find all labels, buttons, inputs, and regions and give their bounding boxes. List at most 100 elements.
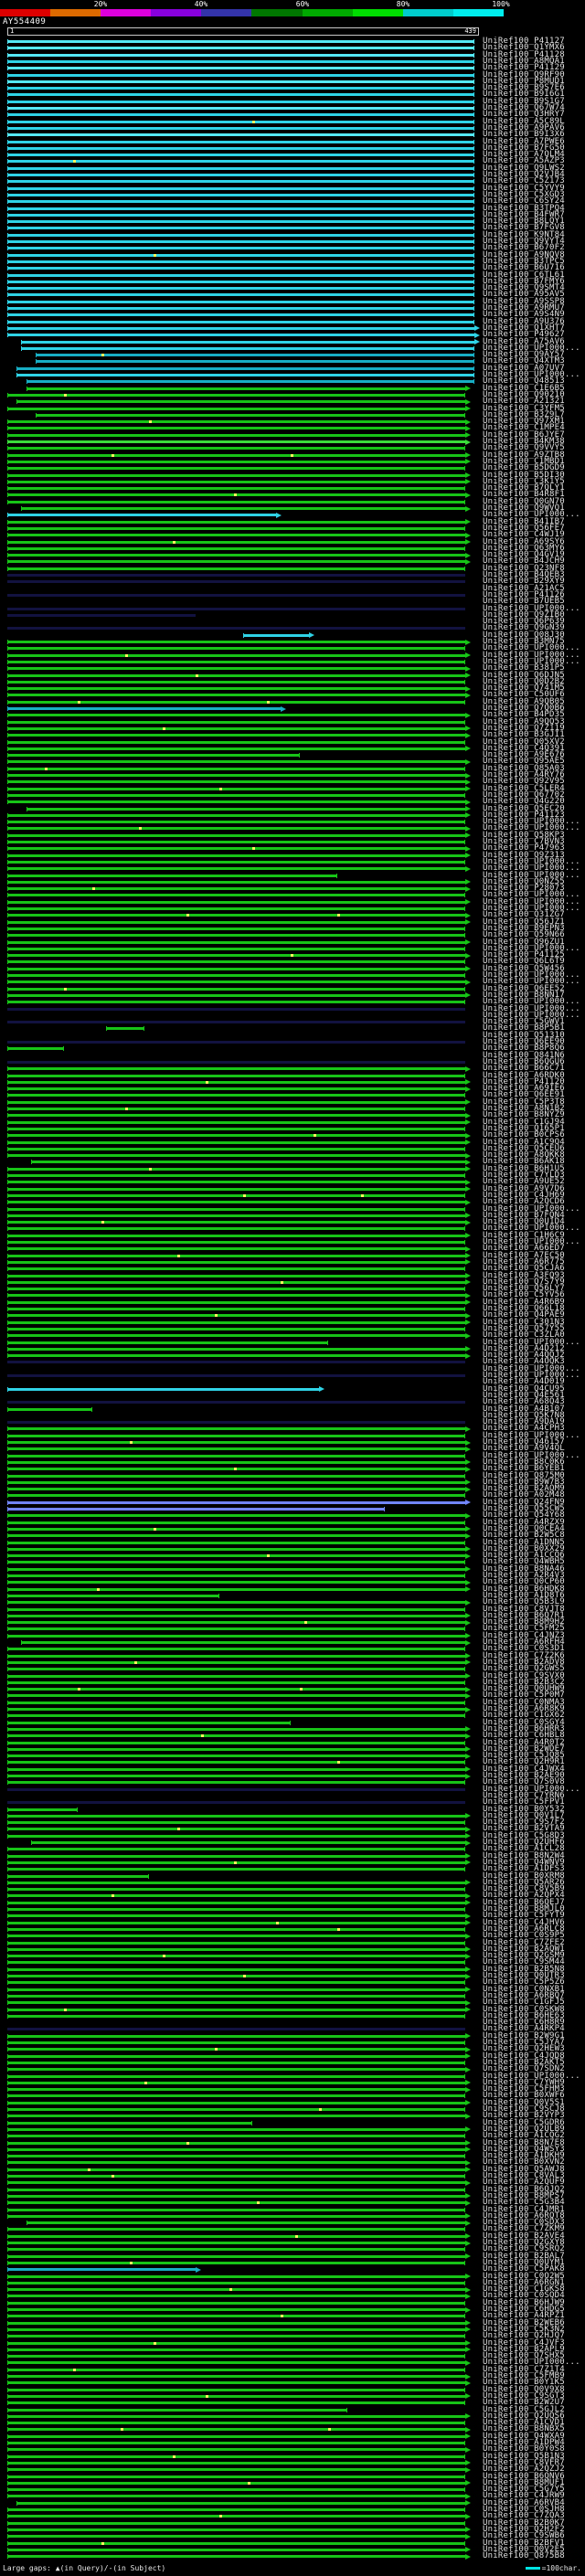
hit-label[interactable]: UniRef100_C1GFJ5: [483, 1998, 565, 2008]
hit-label[interactable]: UniRef100_UPI000...: [483, 870, 580, 880]
hit-label[interactable]: UniRef100_B6AK18: [483, 1157, 565, 1167]
hit-label[interactable]: UniRef100_C8VAL3: [483, 2171, 565, 2180]
hit-label[interactable]: UniRef100_UPI000...: [483, 1784, 580, 1794]
hit-label[interactable]: UniRef100_B4KM38: [483, 437, 565, 446]
hit-label[interactable]: UniRef100_A4OQK3: [483, 1357, 565, 1367]
hit-label[interactable]: UniRef100_A1DFS3: [483, 1864, 565, 1874]
hit-label[interactable]: UniRef100_B9S7E6: [483, 83, 565, 93]
hit-label[interactable]: UniRef100_Q2VJB4: [483, 170, 565, 179]
hit-label[interactable]: UniRef100_Q741M5: [483, 684, 565, 694]
hit-label[interactable]: UniRef100_Q0CP60: [483, 1577, 565, 1587]
hit-label[interactable]: UniRef100_C1GKS8: [483, 2284, 565, 2295]
hit-label[interactable]: UniRef100_B6YEB1: [483, 1464, 565, 1474]
hit-label[interactable]: UniRef100_A9SSP8: [483, 296, 565, 306]
hit-label[interactable]: UniRef100_Q51310: [483, 1030, 565, 1040]
hit-label[interactable]: UniRef100_A3FQ93: [483, 1270, 565, 1280]
hit-label[interactable]: UniRef100_A6RGN1: [483, 2277, 565, 2287]
hit-label[interactable]: UniRef100_C8VFR7: [483, 2457, 565, 2467]
hit-label[interactable]: UniRef100_Q56JZ1: [483, 917, 565, 927]
hit-label[interactable]: UniRef100_A2QPX4: [483, 1891, 565, 1901]
hit-label[interactable]: UniRef100_C5YVY9: [483, 183, 565, 193]
hit-label[interactable]: UniRef100_Q2HEW3: [483, 2044, 565, 2054]
hit-label[interactable]: UniRef100_C5GWV1: [483, 1017, 565, 1027]
hit-label[interactable]: UniRef100_A6RVB4: [483, 2497, 565, 2507]
hit-label[interactable]: UniRef100_B8MJL0: [483, 1904, 565, 1913]
hit-label[interactable]: UniRef100_C4JRW9: [483, 2491, 565, 2501]
hit-label[interactable]: UniRef100_UPI000...: [483, 370, 580, 379]
hit-label[interactable]: UniRef100_C1GX62: [483, 1711, 565, 1721]
hit-label[interactable]: UniRef100_Q9LWS2: [483, 163, 565, 173]
hit-label[interactable]: UniRef100_Q4XTM3: [483, 356, 565, 366]
hit-label[interactable]: UniRef100_B8NN17: [483, 990, 565, 1000]
hit-label[interactable]: UniRef100_Q56FE7: [483, 523, 565, 533]
hit-label[interactable]: UniRef100_C9SRQ2: [483, 2244, 565, 2254]
hit-label[interactable]: UniRef100_Q5W456: [483, 963, 565, 973]
hit-label[interactable]: UniRef100_C5FYT9: [483, 1911, 565, 1921]
hit-label[interactable]: UniRef100_Q55CW5: [483, 1504, 565, 1513]
hit-label[interactable]: UniRef100_C1GJ94: [483, 1117, 565, 1127]
hit-label[interactable]: UniRef100_Q59N66: [483, 930, 565, 940]
hit-label[interactable]: UniRef100_UPI000...: [483, 643, 580, 653]
hit-label[interactable]: UniRef100_B8NA46: [483, 1564, 565, 1574]
hit-label[interactable]: UniRef100_A9UE52: [483, 1177, 565, 1187]
hit-label[interactable]: UniRef100_B3TPQ4: [483, 203, 565, 213]
hit-label[interactable]: UniRef100_Q1XHT7: [483, 323, 565, 333]
hit-label[interactable]: UniRef100_B7FQN4: [483, 1210, 565, 1220]
hit-label[interactable]: UniRef100_Q57Y55: [483, 1323, 565, 1333]
hit-label[interactable]: UniRef100_C5XGD3: [483, 189, 565, 199]
hit-label[interactable]: UniRef100_C5GDR6: [483, 2117, 565, 2127]
hit-label[interactable]: UniRef100_C4JHV6: [483, 1917, 565, 1927]
hit-label[interactable]: UniRef100_C0S9P5: [483, 1931, 565, 1941]
hit-label[interactable]: UniRef100_C5FPV1: [483, 1797, 565, 1807]
hit-label[interactable]: UniRef100_Q9VYT4: [483, 237, 565, 246]
hit-label[interactable]: UniRef100_B6HRR3: [483, 1723, 565, 1733]
hit-label[interactable]: UniRef100_B0XRM8: [483, 1871, 565, 1881]
hit-label[interactable]: UniRef100_C6HDG5: [483, 2305, 565, 2314]
hit-label[interactable]: UniRef100_B2B3C2: [483, 1677, 565, 1687]
hit-label[interactable]: UniRef100_A4CPH3: [483, 1424, 565, 1434]
hit-label[interactable]: UniRef100_A9E676: [483, 750, 565, 760]
hit-label[interactable]: UniRef100_A2QZJ2: [483, 2465, 565, 2475]
hit-label[interactable]: UniRef100_A9U376: [483, 316, 565, 326]
hit-label[interactable]: UniRef100_Q58KP3: [483, 830, 565, 840]
hit-label[interactable]: UniRef100_P41126: [483, 589, 565, 599]
hit-label[interactable]: UniRef100_C5GJL2: [483, 2404, 565, 2414]
hit-label[interactable]: UniRef100_A8QKK8: [483, 1150, 565, 1161]
hit-label[interactable]: UniRef100_A7PWE6: [483, 136, 565, 146]
hit-label[interactable]: UniRef100_B8P5B1: [483, 1023, 565, 1034]
hit-label[interactable]: UniRef100_C9SM44: [483, 1957, 565, 1967]
hit-label[interactable]: UniRef100_B3Z9L7: [483, 409, 565, 419]
hit-label[interactable]: UniRef100_C5FHM3: [483, 2084, 565, 2094]
hit-label[interactable]: UniRef100_B8LQY1: [483, 217, 565, 227]
hit-label[interactable]: UniRef100_B381P5: [483, 663, 565, 673]
hit-label[interactable]: UniRef100_Q08J30: [483, 630, 565, 640]
hit-label[interactable]: UniRef100_Q0V5S1: [483, 2097, 565, 2107]
hit-label[interactable]: UniRef100_A4RY76: [483, 770, 565, 779]
hit-label[interactable]: UniRef100_B41IB7: [483, 516, 565, 526]
hit-label[interactable]: UniRef100_C7ZKM9: [483, 2224, 565, 2234]
hit-label[interactable]: UniRef100_C5G7Y5: [483, 2485, 565, 2495]
hit-label[interactable]: UniRef100_C0SKW8: [483, 2004, 565, 2014]
hit-label[interactable]: UniRef100_C0SJH8: [483, 2505, 565, 2514]
hit-label[interactable]: UniRef100_Q66L18: [483, 1304, 565, 1313]
hit-label[interactable]: UniRef100_UPI000...: [483, 896, 580, 906]
hit-label[interactable]: UniRef100_UPI000...: [483, 864, 580, 874]
hit-label[interactable]: UniRef100_Q67702: [483, 790, 565, 800]
hit-label[interactable]: UniRef100_B2W9G1: [483, 2030, 565, 2041]
hit-label[interactable]: UniRef100_B7QLY1: [483, 483, 565, 493]
hit-label[interactable]: UniRef100_B8NYZ9: [483, 1110, 565, 1120]
hit-label[interactable]: UniRef100_Q9RF90: [483, 69, 565, 80]
hit-label[interactable]: UniRef100_B4QEB3: [483, 570, 565, 579]
hit-label[interactable]: UniRef100_Q0NZ55: [483, 876, 565, 886]
hit-label[interactable]: UniRef100_A2R4V3: [483, 1571, 565, 1580]
hit-label[interactable]: UniRef100_Q5B1N3: [483, 2451, 565, 2461]
hit-label[interactable]: UniRef100_C7ZFE2: [483, 1937, 565, 1947]
hit-label[interactable]: UniRef100_Q9WVQ1: [483, 504, 565, 513]
hit-label[interactable]: UniRef100_B6QNV6: [483, 2471, 565, 2481]
hit-label[interactable]: UniRef100_A6R775: [483, 1256, 565, 1267]
hit-label[interactable]: UniRef100_C5JQ85: [483, 1751, 565, 1761]
hit-label[interactable]: UniRef100_A69IE6: [483, 1084, 565, 1094]
hit-label[interactable]: UniRef100_UPI000...: [483, 343, 580, 353]
hit-label[interactable]: UniRef100_C1E6B5: [483, 383, 565, 393]
hit-label[interactable]: UniRef100_A9QB05: [483, 696, 565, 706]
